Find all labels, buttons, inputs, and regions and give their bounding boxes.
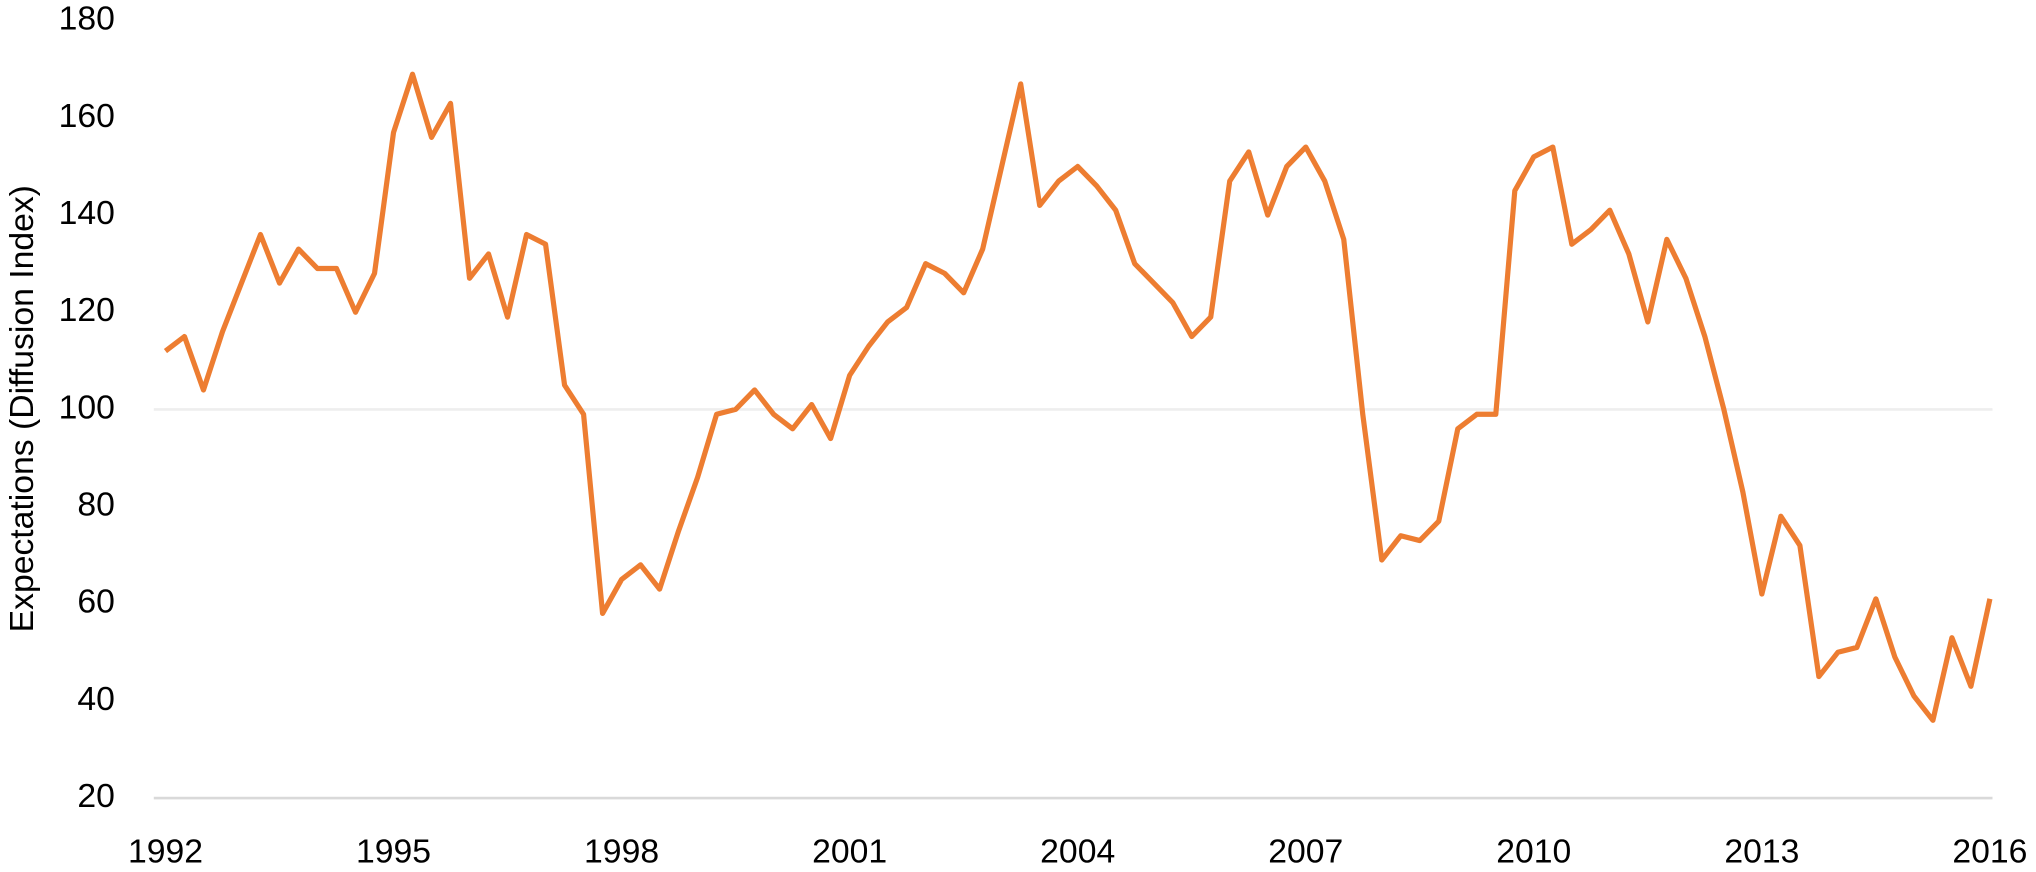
y-axis-title: Expectations (Diffusion Index) <box>3 185 41 632</box>
x-tick-label: 2016 <box>1952 833 2027 871</box>
series-line <box>163 71 1993 723</box>
y-tick-label: 140 <box>59 194 115 232</box>
y-tick-label: 160 <box>59 97 115 135</box>
y-tick-label: 180 <box>59 0 115 38</box>
x-tick-label: 2013 <box>1724 833 1799 871</box>
x-tick-label: 2001 <box>812 833 887 871</box>
y-tick-label: 100 <box>59 388 115 426</box>
y-tick-label: 40 <box>77 680 115 718</box>
y-tick-label: 80 <box>77 485 115 523</box>
x-tick-label: 1992 <box>128 833 203 871</box>
x-tick-label: 2004 <box>1040 833 1115 871</box>
x-tick-label: 2010 <box>1496 833 1571 871</box>
x-tick-label: 2007 <box>1268 833 1343 871</box>
x-tick-label: 1995 <box>356 833 431 871</box>
x-tick-label: 1998 <box>584 833 659 871</box>
y-tick-label: 120 <box>59 291 115 329</box>
y-tick-label: 20 <box>77 777 115 815</box>
y-tick-label: 60 <box>77 583 115 621</box>
